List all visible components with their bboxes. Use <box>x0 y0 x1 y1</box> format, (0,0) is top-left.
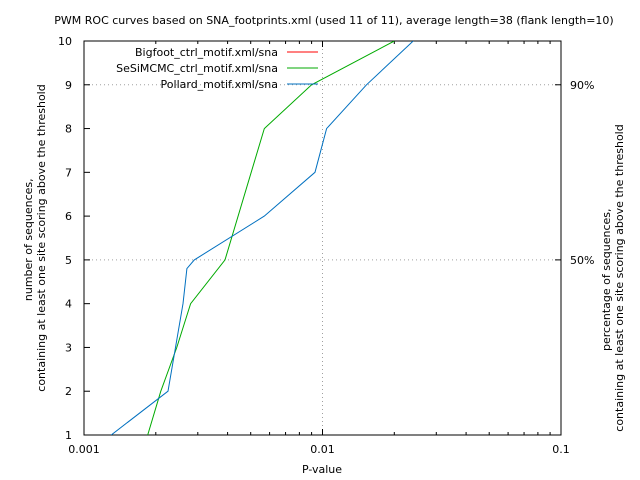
y-tick-label: 6 <box>65 210 72 223</box>
y-tick-label: 7 <box>65 166 72 179</box>
y-axis-label-left-line2: containing at least one site scoring abo… <box>35 84 48 391</box>
y-tick-label: 2 <box>65 385 72 398</box>
legend-label-2: SeSiMCMC_ctrl_motif.xml/sna <box>116 62 278 75</box>
legend: Bigfoot_ctrl_motif.xml/sna SeSiMCMC_ctrl_… <box>116 46 318 91</box>
x-tick-label: 0.1 <box>552 443 570 456</box>
axes: 1 2 3 4 5 6 7 8 9 10 50% 90% 0.001 0.01 0.1 <box>58 35 594 456</box>
y-axis-label-left-line1: number of sequences, <box>22 178 35 301</box>
series-lines <box>110 41 414 435</box>
y-tick-label: 10 <box>58 35 72 48</box>
y-axis-label-right-line2: containing at least one site scoring abo… <box>613 124 626 431</box>
x-tick-label: 0.01 <box>310 443 335 456</box>
y-tick-label: 5 <box>65 254 72 267</box>
series-line-3 <box>110 41 414 435</box>
y2-tick-label: 50% <box>570 254 594 267</box>
y-tick-label: 4 <box>65 298 72 311</box>
y-axis-label-left: number of sequences, containing at least… <box>22 84 48 391</box>
grid-lines <box>84 41 561 435</box>
legend-label-3: Pollard_motif.xml/sna <box>161 78 278 91</box>
y-tick-label: 9 <box>65 79 72 92</box>
y2-tick-label: 90% <box>570 79 594 92</box>
x-tick-label: 0.001 <box>68 443 100 456</box>
legend-label-1: Bigfoot_ctrl_motif.xml/sna <box>135 46 278 59</box>
y-axis-label-right-line1: percentage of sequences, <box>600 209 613 351</box>
series-line-2 <box>147 41 395 435</box>
y-tick-label: 8 <box>65 123 72 136</box>
y-axis-label-right: percentage of sequences, containing at l… <box>600 124 626 431</box>
chart-title: PWM ROC curves based on SNA_footprints.x… <box>54 14 613 27</box>
y-tick-label: 3 <box>65 341 72 354</box>
x-axis-label: P-value <box>302 463 342 476</box>
y-tick-label: 1 <box>65 429 72 442</box>
